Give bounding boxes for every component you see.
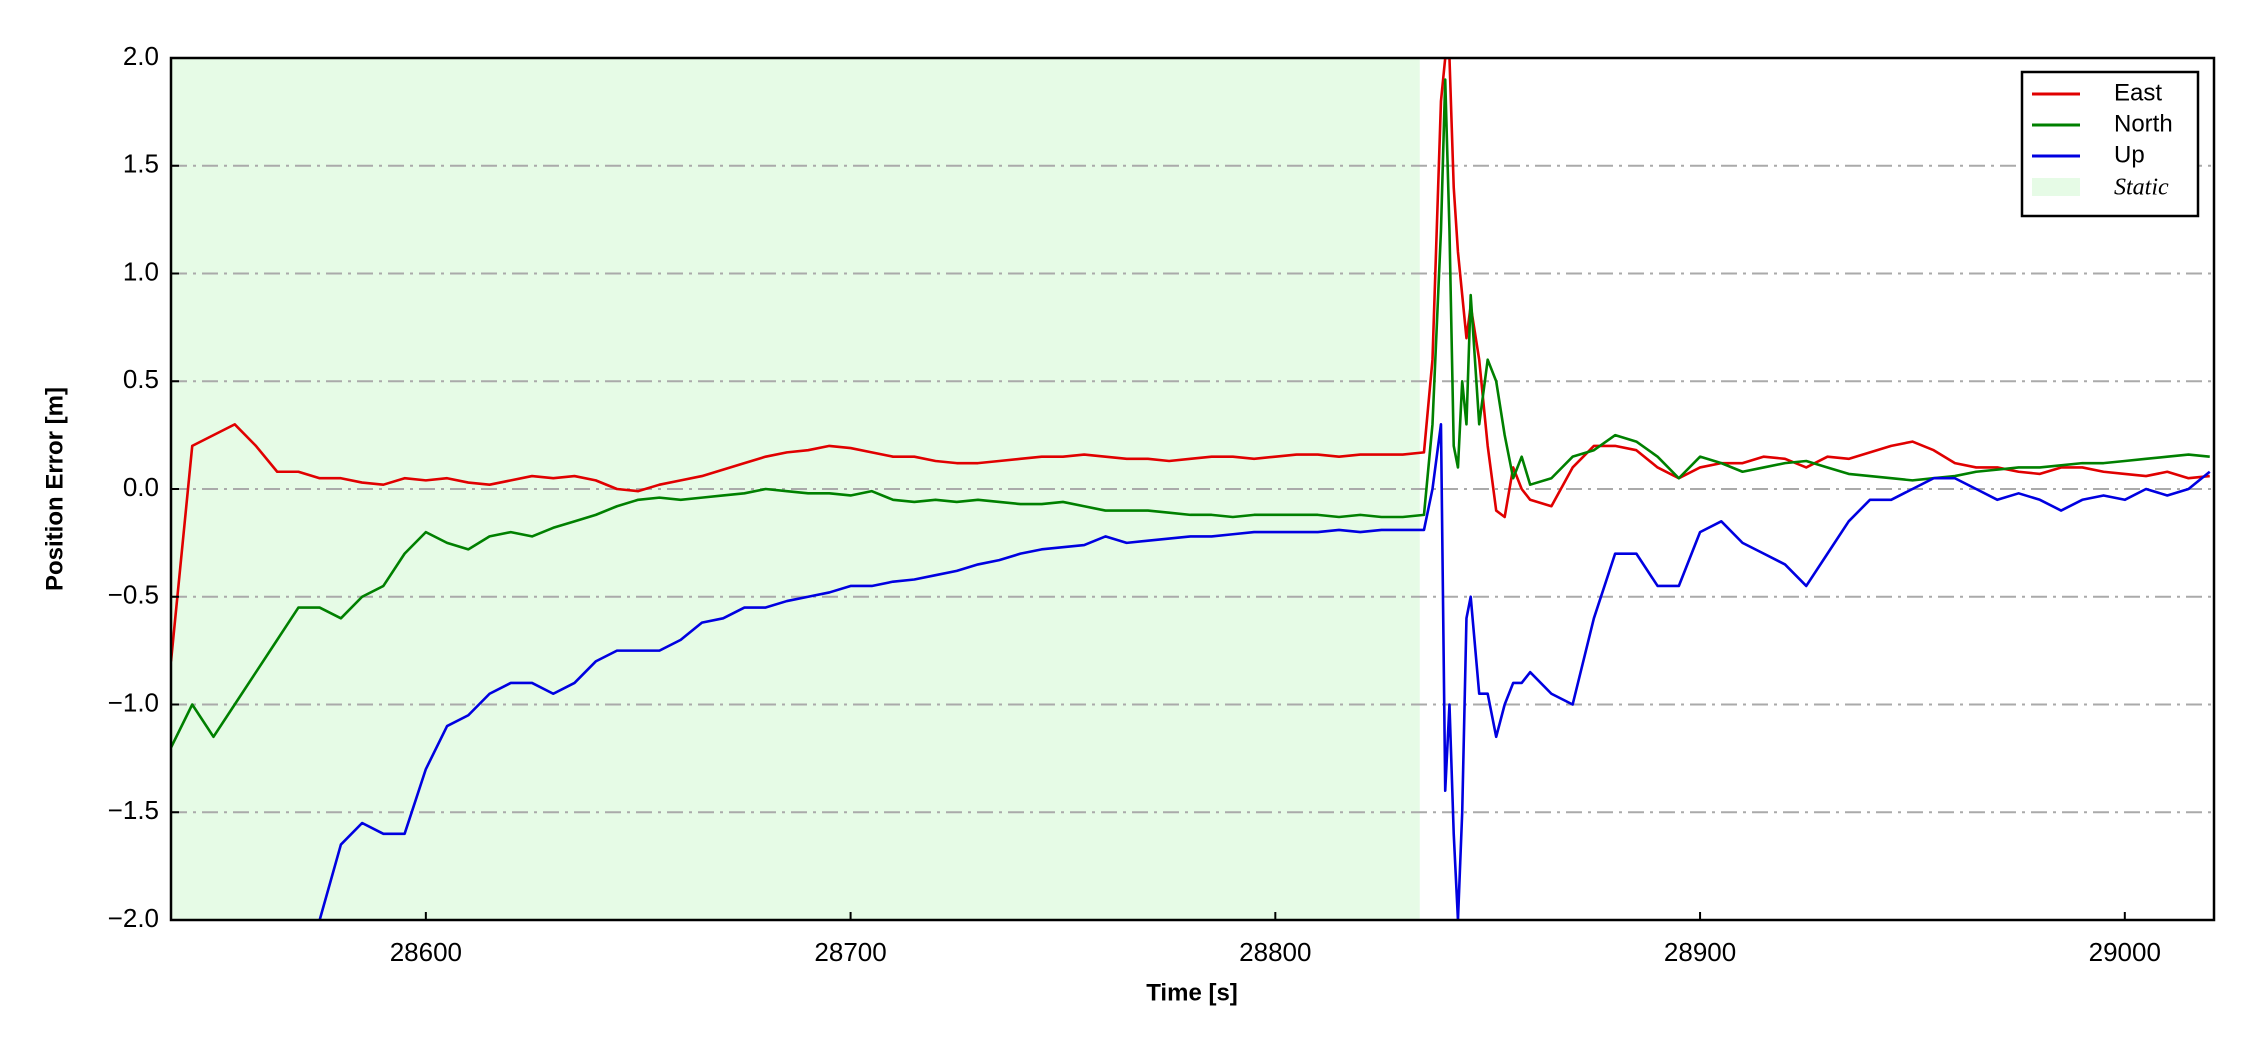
x-tick-label: 28900: [1664, 937, 1736, 967]
y-tick-label: −1.0: [108, 687, 159, 717]
y-tick-label: 0.5: [123, 364, 159, 394]
x-axis-label: Time [s]: [1146, 979, 1238, 1006]
y-tick-label: −0.5: [108, 580, 159, 610]
legend-label: North: [2114, 110, 2173, 137]
y-tick-label: −1.5: [108, 795, 159, 825]
x-tick-label: 28700: [814, 937, 886, 967]
legend-box: [2020, 70, 2200, 218]
y-tick-label: 2.0: [123, 41, 159, 71]
series-line: [318, 423, 2211, 920]
x-tick-label: 29000: [2089, 937, 2161, 967]
legend-label: Up: [2114, 141, 2145, 168]
series-line: [171, 78, 2210, 749]
legend-label: Static: [2114, 175, 2169, 201]
y-tick-label: 0.0: [123, 472, 159, 502]
x-tick-label: 28600: [390, 937, 462, 967]
y-axis-label: Position Error [m]: [41, 387, 68, 591]
legend-swatch: [2032, 178, 2080, 196]
series-line: [171, 58, 2210, 662]
x-tick-label: 28800: [1239, 937, 1311, 967]
y-tick-label: −2.0: [108, 903, 159, 933]
y-tick-label: 1.5: [123, 149, 159, 179]
y-tick-label: 1.0: [123, 256, 159, 286]
legend-label: East: [2114, 79, 2162, 106]
